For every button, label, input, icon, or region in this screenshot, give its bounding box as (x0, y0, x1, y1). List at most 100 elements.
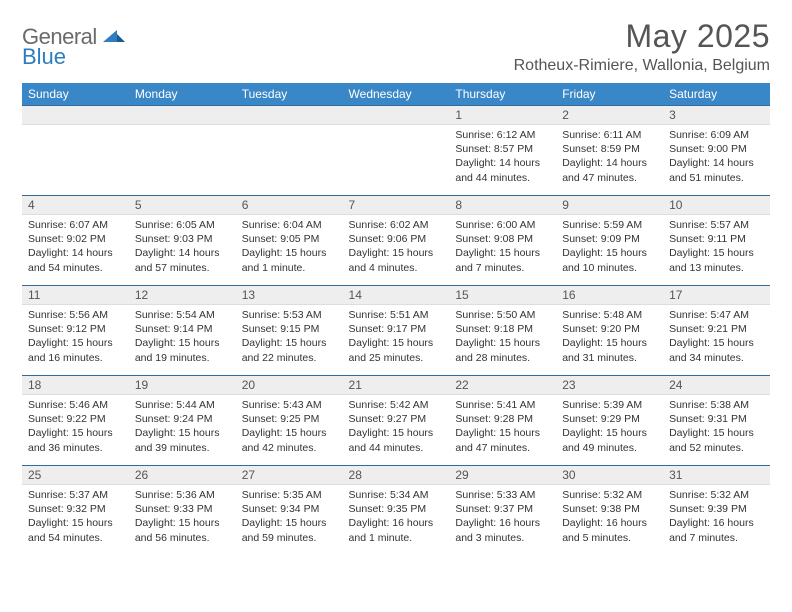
sunset-text: Sunset: 9:08 PM (455, 232, 550, 246)
daylight-text: Daylight: 16 hours and 1 minute. (349, 516, 444, 544)
calendar-cell: 15Sunrise: 5:50 AMSunset: 9:18 PMDayligh… (449, 286, 556, 376)
sunrise-text: Sunrise: 5:36 AM (135, 488, 230, 502)
sunset-text: Sunset: 9:20 PM (562, 322, 657, 336)
date-bar: 6 (236, 196, 343, 215)
date-bar (343, 106, 450, 125)
day-header: Saturday (663, 83, 770, 106)
calendar-cell: 25Sunrise: 5:37 AMSunset: 9:32 PMDayligh… (22, 466, 129, 556)
sunset-text: Sunset: 9:03 PM (135, 232, 230, 246)
cell-body: Sunrise: 5:42 AMSunset: 9:27 PMDaylight:… (343, 395, 450, 459)
daylight-text: Daylight: 15 hours and 7 minutes. (455, 246, 550, 274)
cell-body: Sunrise: 5:38 AMSunset: 9:31 PMDaylight:… (663, 395, 770, 459)
sunset-text: Sunset: 9:39 PM (669, 502, 764, 516)
date-bar: 10 (663, 196, 770, 215)
calendar-cell: 7Sunrise: 6:02 AMSunset: 9:06 PMDaylight… (343, 196, 450, 286)
date-bar: 16 (556, 286, 663, 305)
sunrise-text: Sunrise: 5:33 AM (455, 488, 550, 502)
daylight-text: Daylight: 15 hours and 36 minutes. (28, 426, 123, 454)
date-bar: 20 (236, 376, 343, 395)
calendar-cell: 20Sunrise: 5:43 AMSunset: 9:25 PMDayligh… (236, 376, 343, 466)
sunset-text: Sunset: 9:02 PM (28, 232, 123, 246)
sunset-text: Sunset: 9:05 PM (242, 232, 337, 246)
sunset-text: Sunset: 8:57 PM (455, 142, 550, 156)
sunrise-text: Sunrise: 6:02 AM (349, 218, 444, 232)
cell-body: Sunrise: 5:47 AMSunset: 9:21 PMDaylight:… (663, 305, 770, 369)
sunrise-text: Sunrise: 6:12 AM (455, 128, 550, 142)
sunrise-text: Sunrise: 5:54 AM (135, 308, 230, 322)
date-bar: 11 (22, 286, 129, 305)
date-bar: 2 (556, 106, 663, 125)
day-header-row: SundayMondayTuesdayWednesdayThursdayFrid… (22, 83, 770, 106)
cell-body: Sunrise: 5:46 AMSunset: 9:22 PMDaylight:… (22, 395, 129, 459)
sunrise-text: Sunrise: 6:07 AM (28, 218, 123, 232)
week-row: 25Sunrise: 5:37 AMSunset: 9:32 PMDayligh… (22, 466, 770, 556)
date-bar: 18 (22, 376, 129, 395)
sunset-text: Sunset: 9:00 PM (669, 142, 764, 156)
cell-body: Sunrise: 5:54 AMSunset: 9:14 PMDaylight:… (129, 305, 236, 369)
brand-mark-icon (103, 28, 125, 49)
daylight-text: Daylight: 15 hours and 39 minutes. (135, 426, 230, 454)
daylight-text: Daylight: 15 hours and 28 minutes. (455, 336, 550, 364)
calendar-cell: 21Sunrise: 5:42 AMSunset: 9:27 PMDayligh… (343, 376, 450, 466)
calendar-cell: 9Sunrise: 5:59 AMSunset: 9:09 PMDaylight… (556, 196, 663, 286)
date-bar: 24 (663, 376, 770, 395)
sunset-text: Sunset: 9:29 PM (562, 412, 657, 426)
cell-body: Sunrise: 6:04 AMSunset: 9:05 PMDaylight:… (236, 215, 343, 279)
calendar-cell: 16Sunrise: 5:48 AMSunset: 9:20 PMDayligh… (556, 286, 663, 376)
date-bar: 17 (663, 286, 770, 305)
sunset-text: Sunset: 9:12 PM (28, 322, 123, 336)
daylight-text: Daylight: 14 hours and 44 minutes. (455, 156, 550, 184)
sunrise-text: Sunrise: 5:51 AM (349, 308, 444, 322)
calendar-cell: 23Sunrise: 5:39 AMSunset: 9:29 PMDayligh… (556, 376, 663, 466)
cell-body: Sunrise: 5:41 AMSunset: 9:28 PMDaylight:… (449, 395, 556, 459)
cell-body: Sunrise: 5:48 AMSunset: 9:20 PMDaylight:… (556, 305, 663, 369)
daylight-text: Daylight: 15 hours and 54 minutes. (28, 516, 123, 544)
sunset-text: Sunset: 9:35 PM (349, 502, 444, 516)
calendar-cell: 29Sunrise: 5:33 AMSunset: 9:37 PMDayligh… (449, 466, 556, 556)
calendar-cell: 28Sunrise: 5:34 AMSunset: 9:35 PMDayligh… (343, 466, 450, 556)
header-right: May 2025 Rotheux-Rimiere, Wallonia, Belg… (514, 18, 770, 75)
daylight-text: Daylight: 15 hours and 59 minutes. (242, 516, 337, 544)
sunset-text: Sunset: 9:31 PM (669, 412, 764, 426)
calendar-cell: 31Sunrise: 5:32 AMSunset: 9:39 PMDayligh… (663, 466, 770, 556)
date-bar: 4 (22, 196, 129, 215)
daylight-text: Daylight: 15 hours and 16 minutes. (28, 336, 123, 364)
cell-body: Sunrise: 5:43 AMSunset: 9:25 PMDaylight:… (236, 395, 343, 459)
cell-body: Sunrise: 6:00 AMSunset: 9:08 PMDaylight:… (449, 215, 556, 279)
month-title: May 2025 (514, 18, 770, 55)
sunrise-text: Sunrise: 5:46 AM (28, 398, 123, 412)
sunset-text: Sunset: 9:06 PM (349, 232, 444, 246)
calendar-cell: 2Sunrise: 6:11 AMSunset: 8:59 PMDaylight… (556, 106, 663, 196)
sunrise-text: Sunrise: 6:04 AM (242, 218, 337, 232)
cell-body: Sunrise: 6:02 AMSunset: 9:06 PMDaylight:… (343, 215, 450, 279)
date-bar: 7 (343, 196, 450, 215)
date-bar: 22 (449, 376, 556, 395)
calendar-cell: 10Sunrise: 5:57 AMSunset: 9:11 PMDayligh… (663, 196, 770, 286)
cell-body: Sunrise: 6:12 AMSunset: 8:57 PMDaylight:… (449, 125, 556, 189)
calendar-cell: 30Sunrise: 5:32 AMSunset: 9:38 PMDayligh… (556, 466, 663, 556)
cell-body: Sunrise: 5:39 AMSunset: 9:29 PMDaylight:… (556, 395, 663, 459)
daylight-text: Daylight: 15 hours and 10 minutes. (562, 246, 657, 274)
date-bar: 31 (663, 466, 770, 485)
cell-body: Sunrise: 5:32 AMSunset: 9:39 PMDaylight:… (663, 485, 770, 549)
sunrise-text: Sunrise: 5:59 AM (562, 218, 657, 232)
daylight-text: Daylight: 14 hours and 57 minutes. (135, 246, 230, 274)
calendar-cell: 8Sunrise: 6:00 AMSunset: 9:08 PMDaylight… (449, 196, 556, 286)
cell-body: Sunrise: 5:50 AMSunset: 9:18 PMDaylight:… (449, 305, 556, 369)
calendar-cell: 3Sunrise: 6:09 AMSunset: 9:00 PMDaylight… (663, 106, 770, 196)
calendar-cell: 17Sunrise: 5:47 AMSunset: 9:21 PMDayligh… (663, 286, 770, 376)
sunrise-text: Sunrise: 5:32 AM (669, 488, 764, 502)
week-row: 18Sunrise: 5:46 AMSunset: 9:22 PMDayligh… (22, 376, 770, 466)
calendar-cell: 24Sunrise: 5:38 AMSunset: 9:31 PMDayligh… (663, 376, 770, 466)
sunrise-text: Sunrise: 5:50 AM (455, 308, 550, 322)
daylight-text: Daylight: 16 hours and 7 minutes. (669, 516, 764, 544)
calendar-cell (343, 106, 450, 196)
daylight-text: Daylight: 15 hours and 42 minutes. (242, 426, 337, 454)
calendar-cell: 18Sunrise: 5:46 AMSunset: 9:22 PMDayligh… (22, 376, 129, 466)
day-header: Tuesday (236, 83, 343, 106)
daylight-text: Daylight: 15 hours and 25 minutes. (349, 336, 444, 364)
calendar-cell: 14Sunrise: 5:51 AMSunset: 9:17 PMDayligh… (343, 286, 450, 376)
sunset-text: Sunset: 9:27 PM (349, 412, 444, 426)
sunset-text: Sunset: 9:09 PM (562, 232, 657, 246)
daylight-text: Daylight: 14 hours and 51 minutes. (669, 156, 764, 184)
